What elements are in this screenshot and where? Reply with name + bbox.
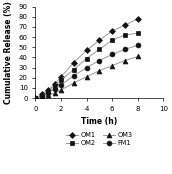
OM3 bbox=[98, 70, 100, 72]
FM1 bbox=[47, 92, 49, 94]
FM1 bbox=[34, 97, 36, 99]
OM3 bbox=[60, 89, 62, 91]
X-axis label: Time (h): Time (h) bbox=[81, 117, 117, 126]
OM3 bbox=[124, 60, 126, 62]
FM1 bbox=[111, 53, 113, 56]
OM2 bbox=[53, 85, 56, 87]
Line: FM1: FM1 bbox=[33, 43, 140, 101]
OM1 bbox=[47, 89, 49, 91]
FM1 bbox=[53, 88, 56, 90]
FM1 bbox=[98, 60, 100, 62]
OM1 bbox=[85, 49, 88, 51]
OM1 bbox=[111, 30, 113, 32]
OM1 bbox=[98, 39, 100, 41]
OM2 bbox=[137, 32, 139, 34]
FM1 bbox=[85, 67, 88, 69]
OM3 bbox=[73, 82, 75, 84]
OM2 bbox=[73, 69, 75, 71]
FM1 bbox=[41, 95, 43, 97]
OM1 bbox=[53, 83, 56, 85]
OM2 bbox=[60, 79, 62, 81]
OM1 bbox=[73, 62, 75, 64]
Line: OM2: OM2 bbox=[33, 31, 140, 101]
OM1 bbox=[60, 76, 62, 78]
OM3 bbox=[34, 97, 36, 99]
OM3 bbox=[85, 76, 88, 78]
OM2 bbox=[47, 90, 49, 92]
OM2 bbox=[41, 94, 43, 96]
OM1 bbox=[124, 24, 126, 26]
OM2 bbox=[85, 57, 88, 60]
OM3 bbox=[47, 94, 49, 96]
OM2 bbox=[98, 48, 100, 50]
Line: OM3: OM3 bbox=[33, 54, 140, 101]
OM2 bbox=[111, 39, 113, 41]
FM1 bbox=[137, 44, 139, 46]
Y-axis label: Cumulative Release (%): Cumulative Release (%) bbox=[4, 1, 13, 104]
OM1 bbox=[34, 97, 36, 99]
OM3 bbox=[111, 65, 113, 67]
FM1 bbox=[124, 48, 126, 50]
OM3 bbox=[53, 92, 56, 94]
OM2 bbox=[34, 97, 36, 99]
FM1 bbox=[73, 75, 75, 77]
FM1 bbox=[60, 84, 62, 86]
OM1 bbox=[41, 93, 43, 95]
OM2 bbox=[124, 34, 126, 36]
Legend: OM1, OM2, OM3, FM1: OM1, OM2, OM3, FM1 bbox=[66, 132, 132, 146]
OM3 bbox=[41, 96, 43, 98]
OM3 bbox=[137, 56, 139, 58]
OM1 bbox=[137, 18, 139, 20]
Line: OM1: OM1 bbox=[33, 17, 140, 100]
